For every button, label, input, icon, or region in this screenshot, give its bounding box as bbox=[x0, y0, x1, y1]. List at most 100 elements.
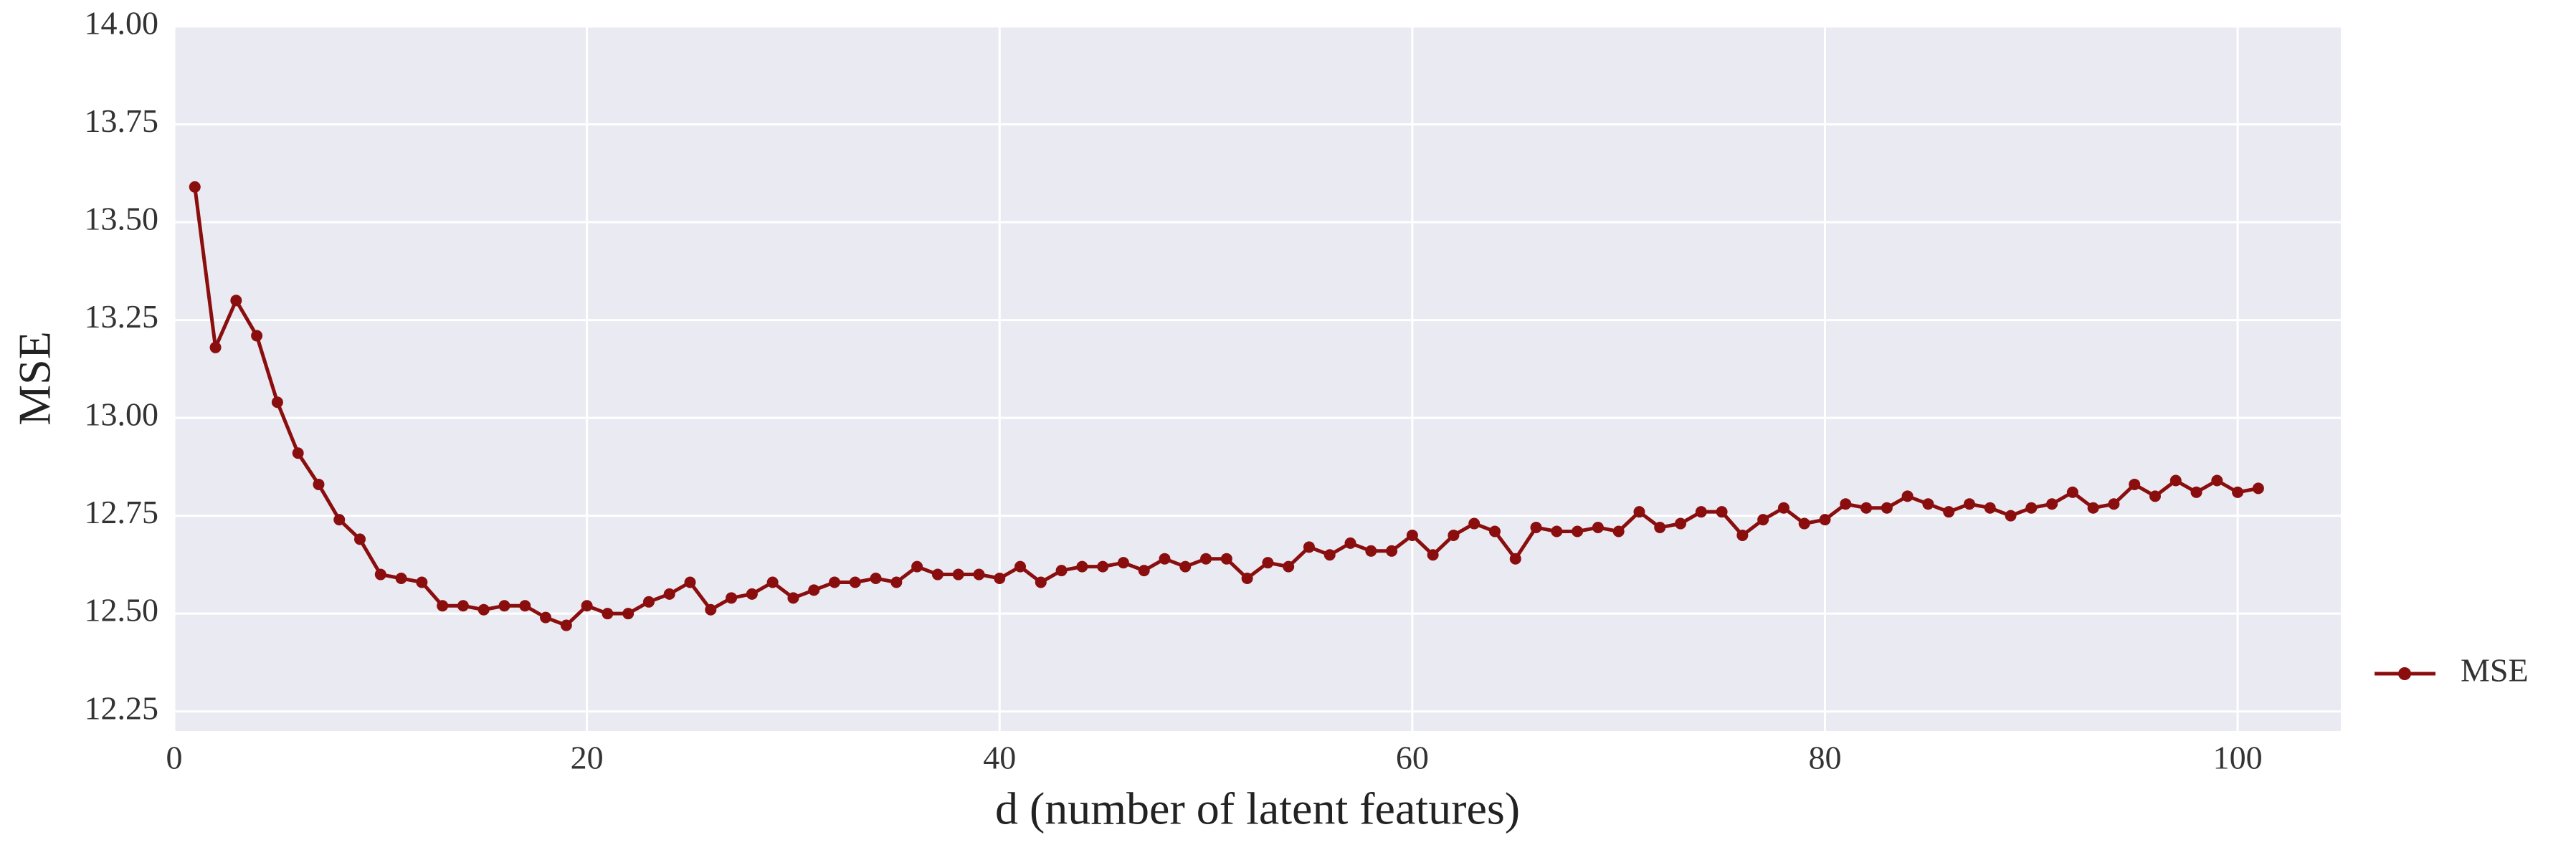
marker bbox=[1406, 529, 1418, 541]
x-tick-label: 100 bbox=[2213, 740, 2263, 776]
marker bbox=[994, 573, 1006, 585]
marker bbox=[1695, 506, 1707, 518]
marker bbox=[828, 576, 840, 588]
marker bbox=[1076, 560, 1088, 573]
marker bbox=[1777, 502, 1790, 514]
marker bbox=[952, 568, 964, 581]
marker bbox=[374, 568, 386, 581]
marker bbox=[1344, 537, 1356, 549]
marker bbox=[602, 608, 614, 620]
marker bbox=[705, 603, 717, 616]
marker bbox=[2108, 498, 2120, 510]
marker bbox=[1716, 506, 1728, 518]
marker bbox=[1551, 525, 1563, 538]
marker bbox=[766, 576, 779, 588]
marker bbox=[1943, 506, 1955, 518]
y-tick-label: 12.75 bbox=[85, 494, 159, 530]
marker bbox=[292, 447, 304, 459]
marker bbox=[2066, 486, 2078, 498]
plot-background bbox=[174, 27, 2341, 731]
marker bbox=[1488, 525, 1501, 538]
marker bbox=[416, 576, 428, 588]
marker bbox=[1654, 522, 1666, 534]
marker bbox=[1448, 529, 1460, 541]
x-tick-label: 40 bbox=[983, 740, 1016, 776]
marker bbox=[1530, 522, 1542, 534]
x-tick-label: 0 bbox=[166, 740, 183, 776]
y-tick-label: 13.50 bbox=[85, 201, 159, 237]
marker bbox=[726, 592, 738, 604]
marker bbox=[437, 600, 449, 612]
marker bbox=[1757, 514, 1769, 526]
marker bbox=[973, 568, 985, 581]
marker bbox=[2211, 474, 2223, 487]
marker bbox=[457, 600, 469, 612]
marker bbox=[1509, 553, 1521, 565]
marker bbox=[1117, 557, 1129, 569]
marker bbox=[2129, 478, 2141, 490]
y-axis-label: MSE bbox=[9, 331, 60, 426]
marker bbox=[1283, 560, 1295, 573]
marker bbox=[870, 573, 882, 585]
marker bbox=[1241, 573, 1253, 585]
marker bbox=[911, 560, 923, 573]
marker bbox=[540, 611, 552, 624]
marker bbox=[189, 181, 201, 193]
marker bbox=[1840, 498, 1852, 510]
marker bbox=[1055, 565, 1068, 577]
marker bbox=[354, 533, 366, 545]
marker bbox=[2046, 498, 2058, 510]
marker bbox=[1220, 553, 1232, 565]
marker bbox=[1572, 525, 1584, 538]
x-tick-label: 60 bbox=[1396, 740, 1429, 776]
marker bbox=[1736, 529, 1749, 541]
marker bbox=[622, 608, 635, 620]
y-tick-label: 13.75 bbox=[85, 102, 159, 139]
marker bbox=[2149, 490, 2161, 502]
marker bbox=[477, 603, 490, 616]
marker bbox=[808, 584, 820, 596]
marker bbox=[271, 396, 283, 409]
marker bbox=[581, 600, 593, 612]
marker bbox=[1633, 506, 1645, 518]
marker bbox=[642, 596, 655, 608]
marker bbox=[1262, 557, 1274, 569]
marker bbox=[519, 600, 531, 612]
marker bbox=[1984, 502, 1996, 514]
x-tick-label: 80 bbox=[1808, 740, 1841, 776]
marker bbox=[1200, 553, 1212, 565]
marker bbox=[1963, 498, 1975, 510]
marker bbox=[684, 576, 696, 588]
y-tick-label: 13.00 bbox=[85, 396, 159, 433]
marker bbox=[1159, 553, 1171, 565]
marker bbox=[230, 295, 242, 307]
marker bbox=[1612, 525, 1625, 538]
marker bbox=[2232, 486, 2244, 498]
marker bbox=[209, 341, 222, 353]
marker bbox=[498, 600, 510, 612]
marker bbox=[746, 588, 758, 600]
y-tick-label: 12.25 bbox=[85, 689, 159, 726]
marker bbox=[1675, 517, 1687, 530]
marker bbox=[2169, 474, 2182, 487]
marker bbox=[2190, 486, 2202, 498]
marker bbox=[560, 619, 572, 631]
marker bbox=[1922, 498, 1934, 510]
marker bbox=[787, 592, 799, 604]
marker bbox=[2087, 502, 2099, 514]
marker bbox=[663, 588, 675, 600]
legend-marker bbox=[2398, 667, 2411, 680]
marker bbox=[1468, 517, 1481, 530]
marker bbox=[333, 514, 346, 526]
marker bbox=[1592, 522, 1604, 534]
marker bbox=[1881, 502, 1893, 514]
marker bbox=[1014, 560, 1027, 573]
marker bbox=[1138, 565, 1150, 577]
marker bbox=[890, 576, 903, 588]
marker bbox=[2005, 510, 2017, 522]
marker bbox=[2252, 482, 2264, 495]
marker bbox=[1365, 545, 1377, 557]
marker bbox=[395, 573, 407, 585]
y-tick-label: 14.00 bbox=[85, 5, 159, 42]
